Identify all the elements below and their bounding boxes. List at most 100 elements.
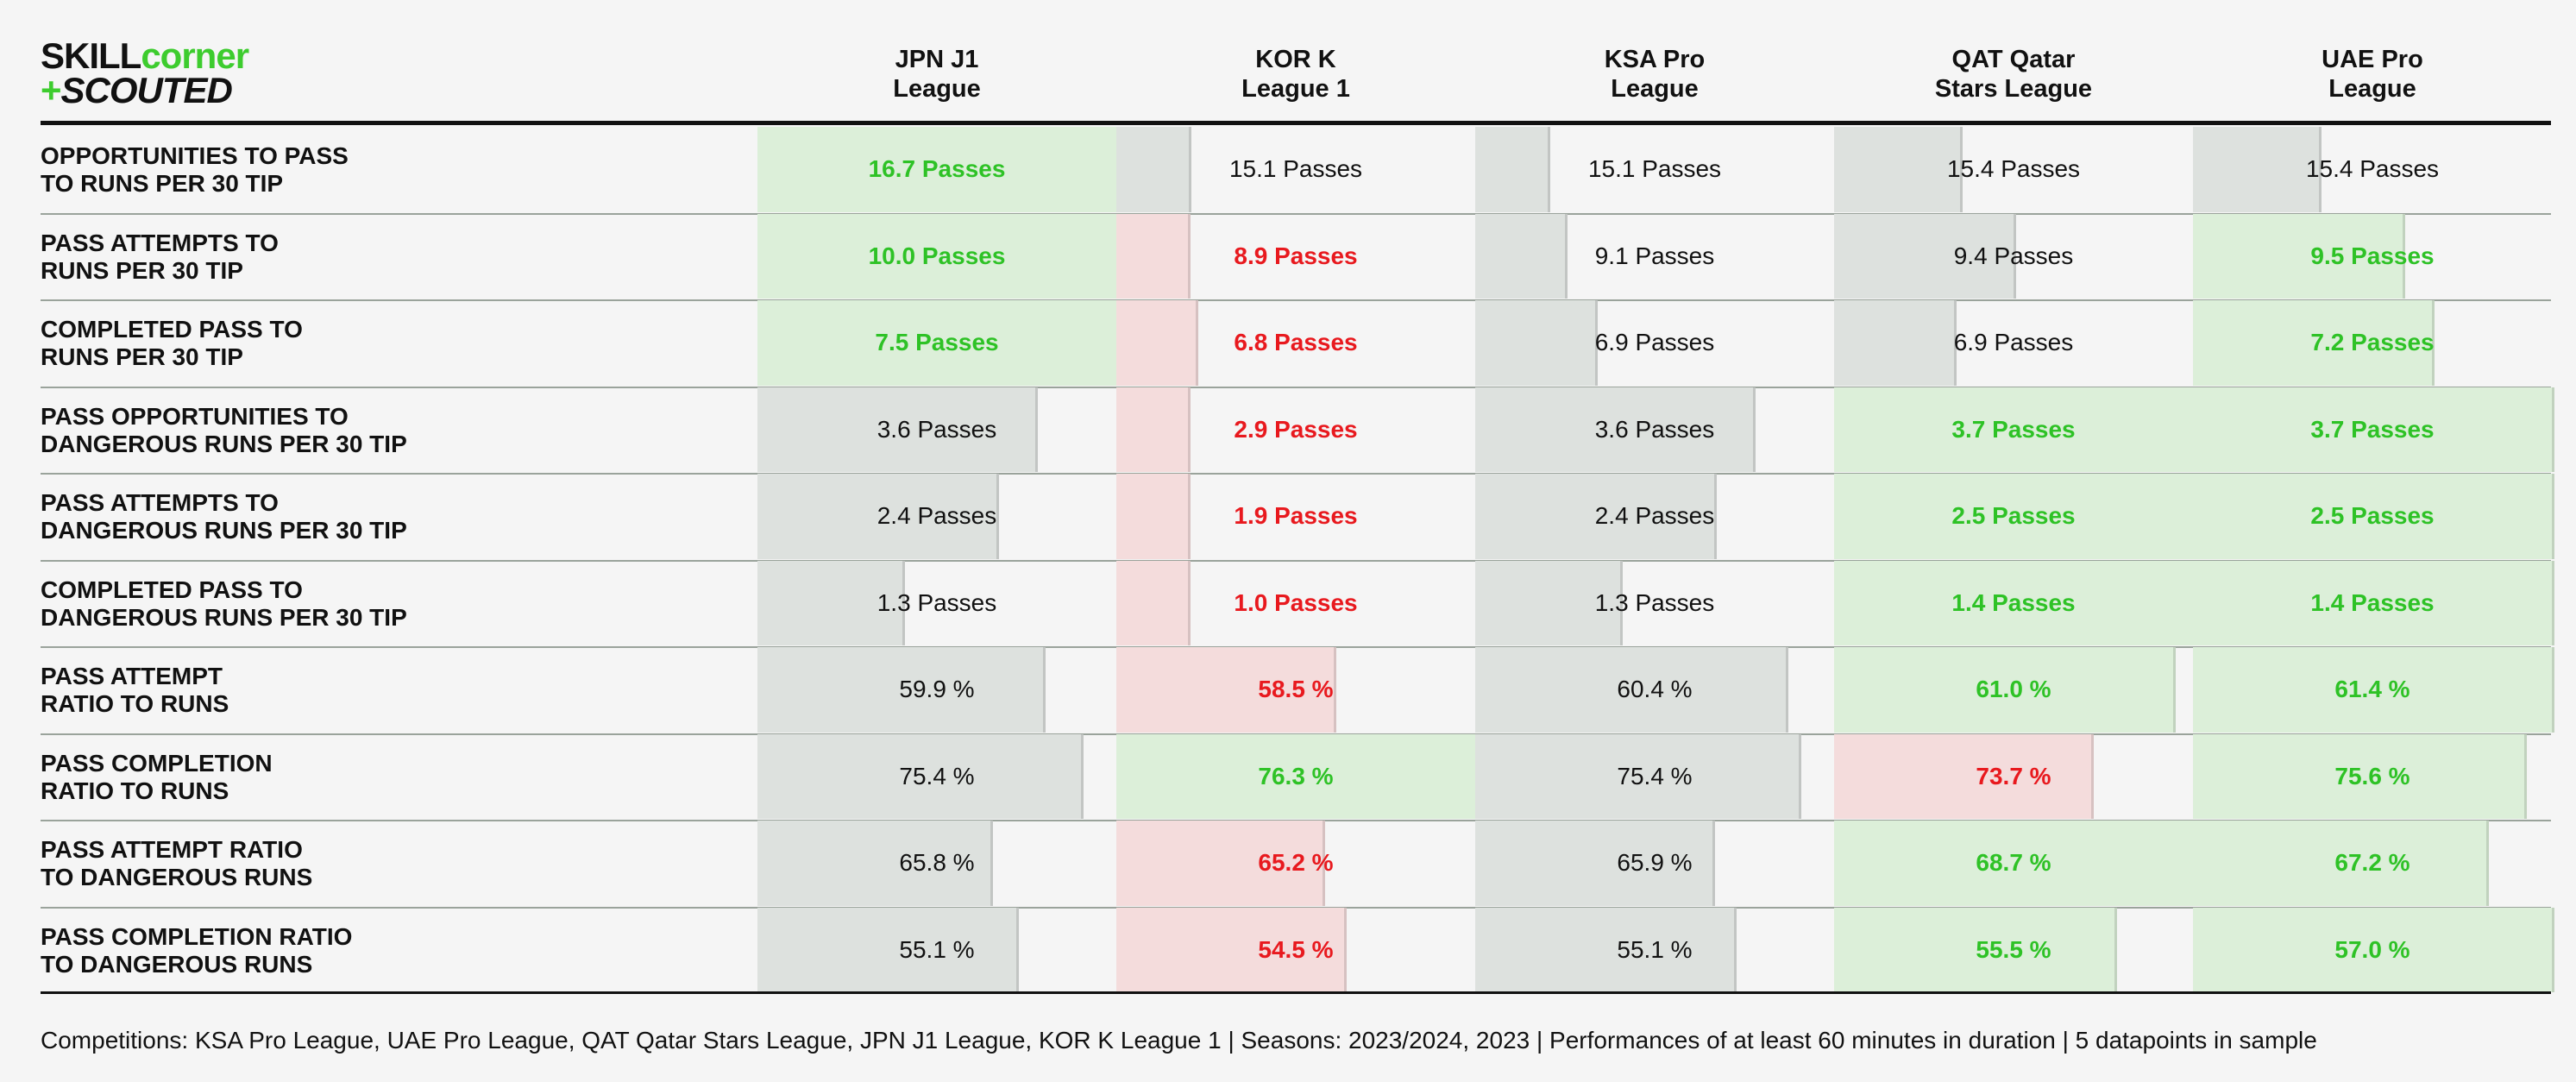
table-cell: 61.4 % — [2193, 647, 2554, 733]
row-label: OPPORTUNITIES TO PASS TO RUNS PER 30 TIP — [41, 127, 731, 214]
value-label: 1.4 Passes — [1951, 588, 2076, 616]
value-label: 6.8 Passes — [1234, 329, 1358, 356]
table-cell: 9.4 Passes — [1834, 213, 2193, 299]
value-label: 2.5 Passes — [1951, 502, 2076, 530]
value-bar — [1116, 733, 1478, 819]
value-bar — [1475, 387, 1756, 472]
value-label: 2.9 Passes — [1234, 415, 1358, 443]
table-cell: 55.5 % — [1834, 907, 2193, 992]
value-bar — [1116, 474, 1191, 559]
value-bar — [2193, 387, 2554, 472]
value-bar — [757, 474, 999, 559]
table-cell: 15.1 Passes — [1116, 127, 1475, 212]
value-label: 76.3 % — [1258, 762, 1334, 789]
value-bar — [1475, 300, 1598, 386]
value-label: 73.7 % — [1976, 762, 2051, 789]
row-label: PASS ATTEMPTS TO DANGEROUS RUNS PER 30 TI… — [41, 474, 731, 561]
row-label: PASS COMPLETION RATIO TO DANGEROUS RUNS — [41, 908, 731, 995]
value-label: 1.9 Passes — [1234, 502, 1358, 530]
value-label: 58.5 % — [1258, 676, 1334, 703]
value-bar — [757, 821, 993, 906]
column-header-line: UAE Pro — [2322, 46, 2423, 73]
value-label: 57.0 % — [2334, 935, 2410, 963]
row-label-line: PASS OPPORTUNITIES TO — [41, 402, 349, 430]
value-label: 67.2 % — [2334, 849, 2410, 877]
value-label: 15.4 Passes — [1946, 155, 2081, 183]
table-cell: 1.3 Passes — [1475, 560, 1834, 645]
value-bar — [757, 907, 1019, 992]
logo-skill-text: SKILL — [41, 35, 141, 76]
value-label: 3.7 Passes — [1951, 415, 2076, 443]
logo-wordmark-bottom: +SCOUTED — [41, 71, 233, 110]
column-header-line: League — [2328, 75, 2416, 103]
value-label: 8.9 Passes — [1234, 242, 1358, 269]
row-label-line: TO RUNS PER 30 TIP — [41, 170, 284, 198]
value-bar — [1116, 300, 1198, 386]
row-label: PASS ATTEMPTS TO RUNS PER 30 TIP — [41, 214, 731, 301]
value-bar — [2193, 647, 2554, 733]
value-bar — [757, 647, 1046, 733]
value-label: 9.5 Passes — [2310, 242, 2435, 269]
row-label-line: PASS ATTEMPTS TO — [41, 489, 279, 517]
table-cell: 2.4 Passes — [757, 474, 1116, 559]
table-cell: 55.1 % — [757, 907, 1116, 992]
table-cell: 7.2 Passes — [2193, 300, 2552, 386]
value-bar — [1475, 474, 1717, 559]
column-header-line: League — [893, 75, 981, 103]
value-bar — [1475, 213, 1568, 299]
value-label: 16.7 Passes — [868, 155, 1006, 183]
column-header-line: KSA Pro — [1604, 46, 1706, 73]
value-label: 2.5 Passes — [2310, 502, 2435, 530]
value-label: 68.7 % — [1976, 849, 2051, 877]
value-label: 75.4 % — [899, 762, 975, 789]
row-label-line: RATIO TO RUNS — [41, 777, 229, 804]
row-label-line: OPPORTUNITIES TO PASS — [41, 142, 349, 170]
column-header-line: League — [1611, 75, 1699, 103]
value-label: 15.1 Passes — [1587, 155, 1722, 183]
value-bar — [1834, 213, 2016, 299]
table-cell: 6.8 Passes — [1116, 300, 1475, 386]
value-bar — [1834, 647, 2176, 733]
value-bar — [757, 733, 1084, 819]
table-cell: 8.9 Passes — [1116, 213, 1475, 299]
value-label: 54.5 % — [1258, 935, 1334, 963]
table-cell: 2.4 Passes — [1475, 474, 1834, 559]
bottom-rule — [41, 991, 2551, 994]
value-label: 65.9 % — [1617, 849, 1693, 877]
row-label: PASS OPPORTUNITIES TO DANGEROUS RUNS PER … — [41, 387, 731, 475]
value-bar — [1834, 733, 2094, 819]
row-label-line: TO DANGEROUS RUNS — [41, 950, 313, 978]
table-cell: 59.9 % — [757, 647, 1116, 733]
row-label-line: TO DANGEROUS RUNS — [41, 864, 313, 891]
table-cell: 1.4 Passes — [2193, 560, 2554, 645]
column-header-line: Stars League — [1934, 75, 2093, 103]
table-cell: 15.4 Passes — [2193, 127, 2552, 212]
table-cell: 76.3 % — [1116, 733, 1478, 819]
value-bar — [757, 127, 1119, 212]
value-bar — [757, 213, 1119, 299]
row-label-line: DANGEROUS RUNS PER 30 TIP — [41, 603, 407, 631]
row-label: PASS COMPLETION RATIO TO RUNS — [41, 734, 731, 821]
table-cell: 65.2 % — [1116, 821, 1475, 906]
table-cell: 3.7 Passes — [2193, 387, 2554, 472]
value-bar — [1834, 821, 2196, 906]
value-label: 61.4 % — [2334, 676, 2410, 703]
value-label: 65.8 % — [899, 849, 975, 877]
value-label: 75.6 % — [2334, 762, 2410, 789]
value-label: 2.4 Passes — [1594, 502, 1715, 530]
value-label: 6.9 Passes — [1594, 329, 1715, 356]
row-label: COMPLETED PASS TO DANGEROUS RUNS PER 30 T… — [41, 561, 731, 648]
table-cell: 15.1 Passes — [1475, 127, 1834, 212]
row-label-line: PASS COMPLETION RATIO — [41, 922, 353, 950]
value-label: 55.5 % — [1976, 935, 2051, 963]
value-label: 15.4 Passes — [2305, 155, 2440, 183]
value-bar — [1834, 127, 1963, 212]
table-cell: 2.5 Passes — [1834, 474, 2196, 559]
row-separator — [41, 212, 2551, 215]
value-label: 75.4 % — [1617, 762, 1693, 789]
value-bar — [1834, 907, 2117, 992]
row-label-line: COMPLETED PASS TO — [41, 576, 303, 603]
table-cell: 65.9 % — [1475, 821, 1834, 906]
row-label: PASS ATTEMPT RATIO TO RUNS — [41, 647, 731, 734]
column-header: JPN J1 League — [757, 45, 1116, 104]
